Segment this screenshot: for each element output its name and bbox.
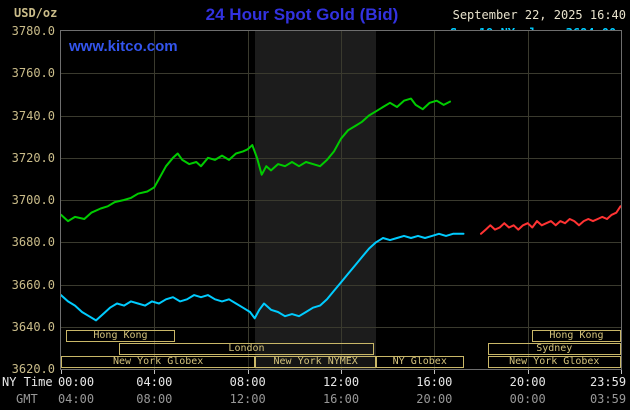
x-tick-mark [247,370,249,374]
session-box: London [119,343,374,355]
y-tick-label: 3660.0 [11,277,55,292]
session-box: New York Globex [488,356,621,368]
grid-line-vertical [247,31,249,369]
x-tick-label-ny: 12:00 [322,375,360,389]
chart-title: 24 Hour Spot Gold (Bid) [205,5,399,24]
session-box: Hong Kong [532,330,621,342]
x-tick-label-gmt: 03:59 [589,392,627,406]
session-label: London [228,343,265,354]
x-tick-mark [527,370,529,374]
x-tick-mark [61,370,62,374]
session-label: New York Globex [113,356,204,367]
x-tick-mark [154,370,156,374]
x-tick-label-gmt: 12:00 [229,392,266,406]
x-tick-label-ny: 16:00 [416,375,453,389]
x-tick-label-ny: 08:00 [229,375,266,389]
y-tick-label: 3680.0 [11,235,55,250]
session-label: Hong Kong [549,330,604,341]
session-label: Hong Kong [93,330,148,341]
x-tick-mark [341,370,342,374]
x-tick-label-gmt: 20:00 [416,392,453,406]
plot-area: www.kitco.com Hong Kong Hong Kong London Sy… [60,30,622,370]
x-tick-mark [434,370,436,374]
grid-line-vertical [154,31,156,369]
date-label: September 22, 2025 16:40 [452,8,626,22]
session-box: New York Globex [61,356,256,368]
x-tick-label-gmt: 00:00 [509,392,546,406]
y-tick-label: 3700.0 [11,193,55,207]
x-tick-label-gmt: 08:00 [136,392,173,406]
y-tick-label: 3780.0 [11,24,55,38]
x-tick-mark [620,370,622,374]
session-box: Hong Kong [65,330,176,342]
session-label: Sydney [536,343,573,354]
session-box: New York NYMEX [255,356,376,368]
x-tick-label-ny: 23:59 [589,375,627,389]
y-tick-label: 3760.0 [11,66,55,81]
session-label: New York Globex [509,356,600,367]
y-tick-label: 3720.0 [11,150,55,165]
x-tick-label-gmt: 16:00 [322,392,360,406]
session-box: Sydney [488,343,621,355]
grid-line-vertical [527,31,529,369]
x-tick-label-ny: 20:00 [509,375,546,389]
y-tick-label: 3620.0 [11,362,55,376]
y-tick-label: 3740.0 [11,108,55,123]
x-tick-label-ny: 00:00 [57,375,95,389]
x-tick-label-gmt: 04:00 [57,392,95,406]
session-label: NY Globex [392,356,447,367]
session-box: NY Globex [376,356,464,368]
y-tick-label: 3640.0 [11,319,55,334]
session-label: New York NYMEX [273,356,358,367]
grid-line-vertical [434,31,436,369]
series-plot [61,97,621,322]
kitco-watermark-link[interactable]: www.kitco.com [69,38,178,55]
series-line-sep22 [61,97,451,223]
x-tick-label-ny: 04:00 [136,375,173,389]
series-line-sep19 [61,232,465,322]
units-label: USD/oz [14,6,58,20]
series-line-sep21 [480,205,621,235]
ny-time-axis-label: NY Time [2,375,53,389]
gmt-axis-label: GMT [16,392,38,406]
grid-line-vertical [341,31,342,369]
